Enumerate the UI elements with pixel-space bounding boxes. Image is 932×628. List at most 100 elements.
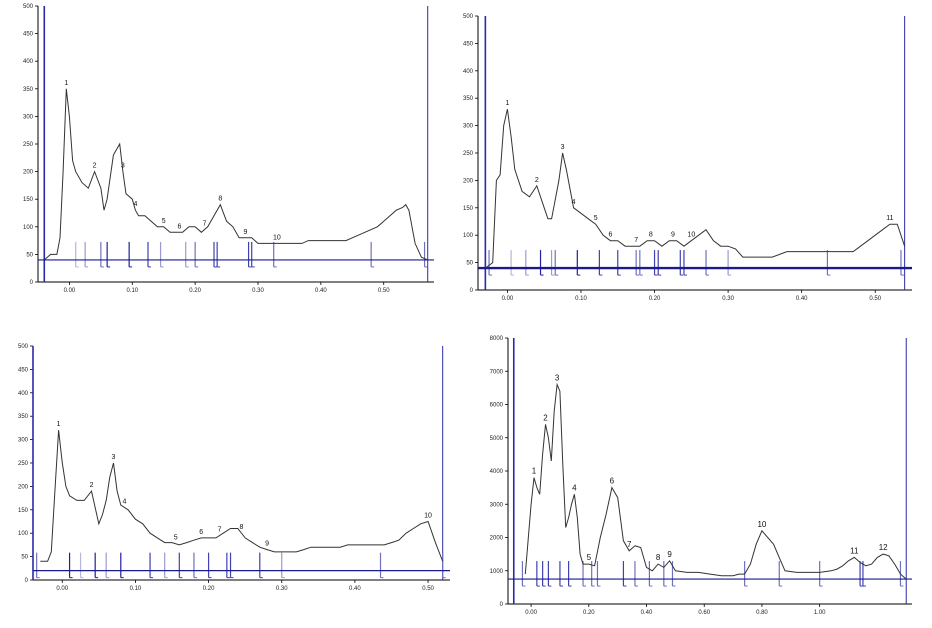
chart-3-signal-trace	[40, 430, 444, 562]
chart-4-integration-marker	[521, 561, 526, 587]
chart-2-integration-marker	[550, 250, 555, 276]
chart-4-integration-marker	[819, 561, 823, 587]
chromatogram-panel-4: 0 1000 2000 3000 4000 5000 6000 7000 8000 0.00 0.2…	[466, 314, 932, 628]
chart-4-peak-label: 4	[572, 483, 577, 492]
chart-1-integration-marker	[128, 241, 133, 268]
chart-1-y-tick-label: 100	[23, 225, 34, 231]
chart-4-x-tick-label: 0.40	[641, 610, 653, 616]
chart-4-integration-marker	[547, 561, 552, 587]
chart-2-y-tick-label: 450	[463, 41, 474, 47]
chart-2-y-tick-label: 0	[470, 288, 474, 294]
chromatogram-panel-2: 0 50 100 150 200 250 300 350 400 450 500 0.00 0.10 0.…	[463, 0, 932, 314]
chart-4-y-tick-label: 2000	[490, 536, 504, 542]
chart-3-y-tick-label: 500	[18, 344, 29, 350]
chart-4-x-tick-label: 1.00	[814, 610, 826, 616]
chart-2-integration-marker	[510, 250, 515, 276]
chart-2-integration-marker	[657, 250, 662, 276]
chart-3-integration-marker	[229, 552, 234, 579]
chart-4-peak-label: 2	[543, 413, 548, 422]
chart-3-peak-label: 2	[90, 482, 94, 489]
chart-3-peak-label: 8	[240, 524, 244, 531]
chart-2-integration-marker	[598, 250, 603, 276]
chart-2-integration-marker	[900, 250, 904, 276]
chart-3-y-tick-label: 400	[18, 391, 29, 397]
chromatogram-panel-1: 0 50 100 150 200 250 300 350 400 450 500 0.00 0.10 0.…	[0, 0, 466, 314]
chart-2-peak-label: 5	[594, 215, 598, 222]
chart-1-y-tick-label: 250	[23, 142, 34, 148]
chart-1-peak-label: 7	[203, 221, 207, 228]
chart-1-integration-marker	[423, 241, 428, 268]
chart-3-x-tick-label: 0.40	[349, 586, 361, 592]
chart-1-x-tick-label: 0.10	[126, 288, 138, 294]
chart-4-integration-marker	[899, 561, 904, 587]
chart-3-y-tick-label: 300	[18, 438, 29, 444]
chart-3-svg: 0 50 100 150 200 250 300 350 400 450 500 0.00 0.10 0.…	[18, 344, 450, 592]
chart-1-x-tick-label: 0.20	[189, 288, 201, 294]
chart-2-y-tick-label: 200	[463, 178, 474, 184]
chart-3-peak-label: 6	[199, 529, 203, 536]
chart-1-x-tick-label: 0.30	[252, 288, 264, 294]
chart-2-integration-marker	[727, 250, 732, 276]
chart-3-peak-label: 9	[265, 541, 269, 548]
chart-3-integration-marker	[120, 552, 124, 579]
chart-3-y-tick-label: 450	[18, 367, 29, 373]
chart-3-y-tick-label: 100	[18, 531, 29, 537]
chart-3-x-tick-label: 0.10	[130, 586, 142, 592]
chart-3-integration-marker	[68, 552, 73, 579]
chart-2-peak-label: 1	[505, 100, 509, 107]
chart-2-signal-trace	[485, 109, 906, 269]
chart-4-peak-label: 1	[532, 467, 537, 476]
chart-2-integration-marker	[554, 250, 559, 276]
chart-4-integration-marker	[559, 561, 563, 587]
chart-3-x-tick-label: 0.30	[276, 586, 288, 592]
chart-4-peak-label: 10	[757, 520, 766, 529]
chart-3-peak-label: 1	[57, 421, 61, 428]
chart-4-integration-marker	[622, 561, 627, 587]
chart-2-integration-marker	[539, 250, 544, 276]
chart-4-peak-label: 9	[667, 550, 672, 559]
chart-3-y-tick-label: 250	[18, 461, 29, 467]
chart-1-y-tick-label: 0	[30, 280, 34, 286]
chart-4-integration-marker	[663, 561, 667, 587]
chart-4-integration-marker	[582, 561, 587, 587]
chart-1-peak-label: 4	[133, 201, 137, 208]
chart-3-integration-marker	[259, 552, 263, 579]
chart-4-y-tick-label: 7000	[490, 369, 504, 375]
chart-2-integration-marker	[653, 250, 658, 276]
chart-2-y-tick-label: 400	[463, 69, 474, 75]
chart-4-integration-marker	[596, 561, 601, 587]
chart-2-peak-label: 10	[687, 232, 695, 239]
chart-4-peak-label: 11	[850, 546, 859, 555]
chart-4-y-tick-label: 1000	[490, 569, 504, 575]
chart-1-signal-trace	[43, 88, 428, 261]
chart-1-y-tick-label: 200	[23, 170, 34, 176]
chart-4-integration-marker	[778, 561, 783, 587]
chart-4-x-tick-label: 0.00	[525, 610, 537, 616]
chart-1-integration-marker	[100, 241, 104, 268]
chart-1-integration-marker	[251, 241, 255, 268]
chart-1-x-tick-label: 0.50	[378, 288, 390, 294]
chart-1-y-tick-label: 50	[26, 252, 33, 258]
chart-3-integration-marker	[193, 552, 197, 579]
chart-1-integration-marker	[84, 241, 89, 268]
chart-4-integration-marker	[648, 561, 653, 587]
chart-3-peak-label: 3	[112, 454, 116, 461]
chart-4-x-tick-label: 0.80	[756, 610, 768, 616]
chart-3-peak-label: 5	[174, 535, 178, 542]
chart-1-y-tick-label: 500	[23, 4, 34, 10]
chart-3-x-tick-label: 0.50	[422, 586, 434, 592]
chart-4-integration-marker	[671, 561, 676, 587]
chart-1-integration-marker	[75, 241, 79, 268]
chart-4-integration-marker	[862, 561, 866, 587]
chart-3-y-tick-label: 0	[25, 578, 29, 584]
chart-4-x-tick-label: 0.60	[698, 610, 710, 616]
chart-1-peak-label: 3	[121, 163, 125, 170]
chart-1-y-tick-label: 150	[23, 197, 34, 203]
chart-1-y-tick-label: 400	[23, 59, 34, 65]
chart-3-integration-marker	[94, 552, 99, 579]
chart-1-x-tick-label: 0.00	[64, 288, 76, 294]
chart-3-integration-marker	[178, 552, 183, 579]
chart-4-svg: 0 1000 2000 3000 4000 5000 6000 7000 8000 0.00 0.2…	[490, 336, 912, 616]
chart-1-integration-marker	[213, 241, 217, 268]
chart-1-integration-marker	[216, 241, 221, 268]
